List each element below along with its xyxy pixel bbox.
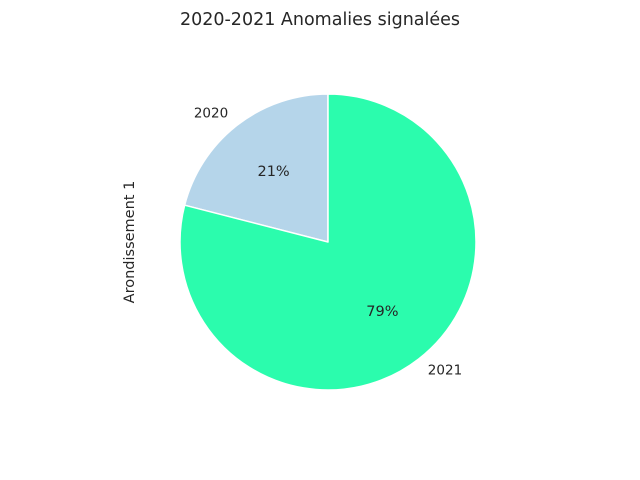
percent-label-2021: 79% <box>366 304 398 320</box>
pie-slices <box>179 93 477 391</box>
chart-title: 2020-2021 Anomalies signalées <box>180 10 460 30</box>
y-axis-label: Arondissement 1 <box>122 181 138 304</box>
slice-label-2021: 2021 <box>428 363 462 379</box>
pie-labels: 2020 21% 2021 79% <box>194 105 462 378</box>
slice-label-2020: 2020 <box>194 105 228 121</box>
percent-label-2020: 21% <box>257 164 289 180</box>
pie-slice-2020 <box>183 93 329 243</box>
pie-slice-2021 <box>179 93 477 391</box>
